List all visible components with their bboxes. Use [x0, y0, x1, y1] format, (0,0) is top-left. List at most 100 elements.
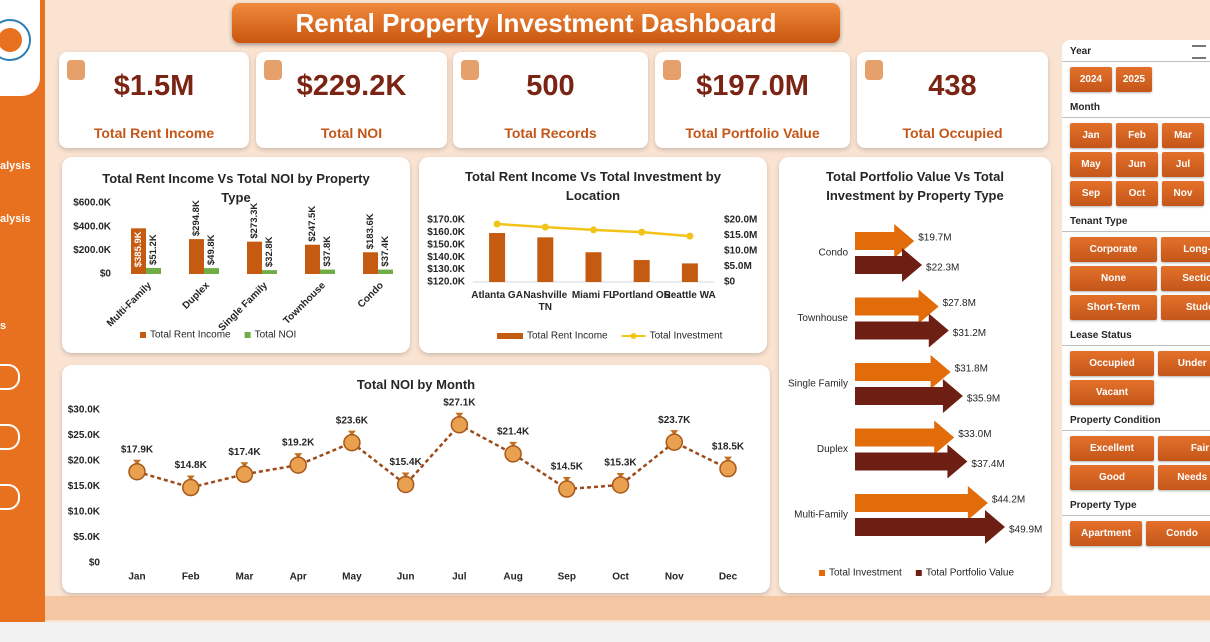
slicer-button[interactable]: Needs Re: [1158, 465, 1210, 490]
y-tick-label: $140.0K: [427, 252, 466, 263]
marker-knot: [294, 453, 303, 459]
x-tick-label: Multi-Family: [105, 280, 154, 329]
slicer-button[interactable]: 2025: [1116, 67, 1152, 92]
chart-title: Total Rent Income Vs Total NOI by Proper…: [102, 171, 370, 205]
value-label: $183.6K: [365, 213, 376, 249]
value-label: $27.8M: [943, 298, 976, 309]
y-tick-label: $30.0K: [68, 405, 101, 416]
y-tick-label: $0: [89, 558, 101, 569]
y-tick-label: $5.0K: [73, 532, 100, 543]
arrow-bar: [855, 248, 923, 282]
slicer-button[interactable]: Sep: [1070, 181, 1112, 206]
money-bag-marker: [128, 462, 146, 481]
nav-icon[interactable]: [0, 364, 20, 390]
line: [136, 423, 729, 491]
x-tick-label: Atlanta GA: [471, 290, 523, 301]
kpi-value: $197.0M: [696, 70, 809, 102]
slicer-button[interactable]: Apartment: [1070, 521, 1142, 546]
kpi-label: Total Portfolio Value: [685, 125, 820, 141]
x-tick-label: Dec: [719, 572, 738, 583]
value-label: $15.4K: [390, 457, 423, 468]
slicer: Month Jan Feb Mar May Jun Jul Sep Oct Nov: [1062, 45, 1210, 210]
x-tick-label: Seattle WA: [664, 290, 716, 301]
nav-icon[interactable]: [0, 424, 20, 450]
value-label: $44.2M: [992, 495, 1025, 506]
marker-knot: [724, 456, 732, 462]
slicer-button[interactable]: Section 8: [1161, 266, 1210, 291]
x-tick-label: Sep: [558, 572, 576, 583]
dashboard-title: Rental Property Investment Dashboard: [232, 3, 840, 43]
slicer-button[interactable]: Student: [1161, 295, 1210, 320]
slicer-button[interactable]: Nov: [1162, 181, 1204, 206]
value-label: $18.5K: [712, 441, 745, 452]
legend-label: Total Rent Income: [150, 330, 231, 341]
money-bag-marker: [665, 433, 684, 451]
nav-icon[interactable]: [0, 484, 20, 510]
slicer-button[interactable]: Long-Ter: [1161, 237, 1210, 262]
arrow-bar: [855, 420, 955, 455]
value-label: $17.4K: [228, 447, 261, 458]
nav-item[interactable]: alysis: [0, 213, 31, 225]
marker-knot: [670, 430, 679, 436]
legend-swatch: [244, 332, 251, 338]
money-bag-marker: [343, 433, 361, 452]
slicer-button[interactable]: 2024: [1070, 67, 1112, 92]
kpi-card: $229.2K Total NOI: [256, 52, 447, 148]
slicer-button[interactable]: Oct: [1116, 181, 1158, 206]
y-tick-label: $400.0K: [73, 221, 112, 232]
y-tick-label: $170.0K: [427, 215, 466, 226]
y-tick-label: $10.0K: [68, 507, 101, 518]
arrow-bar: [855, 355, 951, 389]
y-tick-label: $130.0K: [427, 264, 466, 275]
slicer-panel: Year 2024 2025 Month Jan Feb Mar May Jun Jul Sep Oc…: [1062, 40, 1210, 595]
bar: [262, 270, 277, 274]
slicer-button[interactable]: Under Re: [1158, 351, 1210, 376]
nav-item[interactable]: s: [0, 320, 7, 332]
value-label: $385.9K: [133, 231, 144, 267]
slicer-button[interactable]: None: [1070, 266, 1157, 291]
marker-knot: [616, 472, 625, 478]
legend-label: Total NOI: [255, 330, 297, 341]
bar: [489, 233, 506, 282]
kpi-card: 438 Total Occupied: [857, 52, 1048, 148]
slicer-button[interactable]: Fair: [1158, 436, 1210, 461]
value-label: $14.8K: [175, 460, 208, 471]
marker-knot: [240, 462, 249, 468]
value-label: $49.9M: [1009, 525, 1042, 536]
y2-tick-label: $5.0M: [724, 261, 752, 272]
slicer-button[interactable]: Short-Term: [1070, 295, 1157, 320]
kpi-card: 500 Total Records: [453, 52, 648, 148]
slicer-button[interactable]: Excellent: [1070, 436, 1154, 461]
slicer-button[interactable]: Jul: [1162, 152, 1204, 177]
legend-label: Total Investment: [829, 568, 902, 579]
slicer-grid: 2024 2025: [1062, 62, 1210, 96]
slicer-button[interactable]: Corporate: [1070, 237, 1157, 262]
chart-panel: Condo $19.7M $22.3M Townhouse $27.8M $31.2M Si…: [779, 157, 1051, 593]
category-label: Single Family: [788, 379, 848, 390]
value-label: $35.9M: [967, 394, 1000, 405]
slicer-button[interactable]: Mar: [1162, 123, 1204, 148]
slicer-title: Month: [1062, 96, 1210, 118]
slicer-button[interactable]: Occupied: [1070, 351, 1154, 376]
line-point: [638, 228, 646, 236]
chart-title: Total NOI by Month: [356, 377, 476, 392]
value-label: $37.4M: [971, 459, 1004, 470]
legend-swatch: [140, 332, 146, 338]
marker-knot: [133, 459, 141, 465]
value-label: $31.2M: [953, 328, 986, 339]
slicer-button[interactable]: Vacant: [1070, 380, 1154, 405]
money-bag-marker: [611, 476, 630, 494]
arrow-bar: [855, 444, 968, 479]
slicer-button[interactable]: Feb: [1116, 123, 1158, 148]
slicer-clear-icon[interactable]: [1192, 45, 1206, 59]
kpi-icon: [264, 60, 282, 80]
slicer-button[interactable]: May: [1070, 152, 1112, 177]
legend-swatch: [915, 570, 922, 576]
slicer-button[interactable]: Jan: [1070, 123, 1112, 148]
nav-item[interactable]: alysis: [0, 160, 31, 172]
legend-swatch: [819, 570, 825, 576]
slicer-button[interactable]: Condo: [1146, 521, 1210, 546]
slicer-button[interactable]: Good: [1070, 465, 1154, 490]
slicer-button[interactable]: Jun: [1116, 152, 1158, 177]
